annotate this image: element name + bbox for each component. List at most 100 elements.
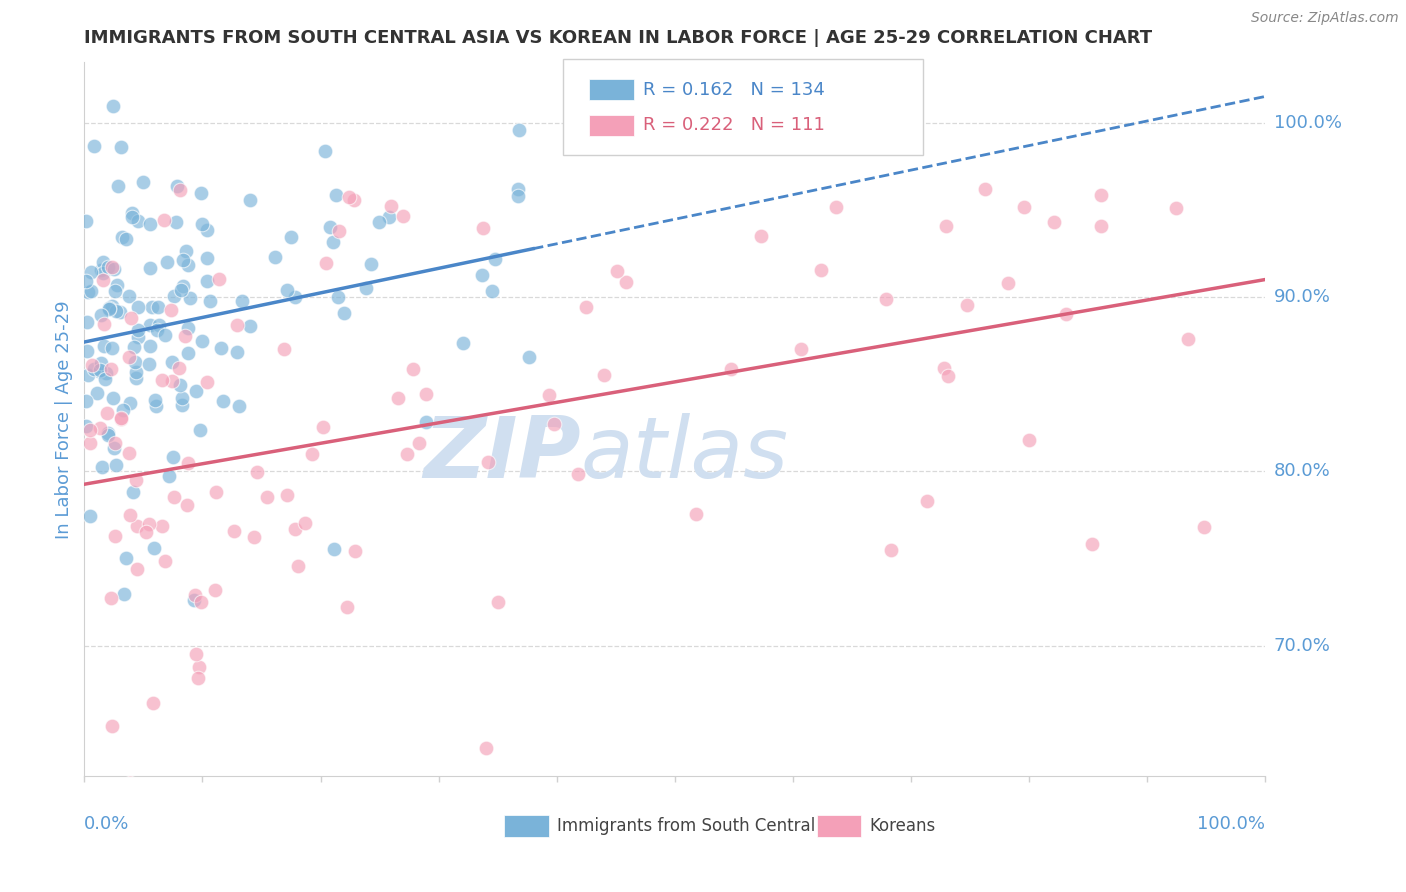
Point [195, 223, 218, 237]
Point [162, 450, 184, 465]
Point [104, 458, 127, 472]
Point [138, 217, 160, 231]
Point [183, 593, 205, 607]
Text: 100.0%: 100.0% [1198, 815, 1265, 833]
Point [177, 321, 200, 335]
Point [273, 342, 295, 356]
Point [191, 217, 214, 231]
Point [146, 300, 169, 314]
Point [118, 396, 141, 410]
Point [83, 361, 105, 376]
Point [89, 363, 111, 377]
Point [328, 290, 350, 304]
Point [86, 385, 108, 400]
Point [125, 473, 148, 487]
Point [163, 289, 186, 303]
Point [172, 279, 194, 293]
Text: Source: ZipAtlas.com: Source: ZipAtlas.com [1251, 11, 1399, 25]
Point [238, 318, 260, 333]
Text: Koreans: Koreans [870, 817, 936, 835]
Point [486, 595, 509, 609]
Point [103, 261, 125, 276]
Point [127, 323, 149, 337]
Point [481, 284, 503, 298]
Point [101, 719, 124, 733]
Point [875, 292, 897, 306]
Point [115, 551, 138, 566]
Point [127, 562, 149, 576]
Point [567, 467, 589, 481]
Point [1192, 519, 1215, 533]
Point [936, 369, 959, 384]
Point [187, 659, 209, 673]
Point [100, 362, 122, 376]
Point [415, 386, 437, 401]
Point [335, 787, 357, 801]
Point [343, 544, 366, 558]
Point [238, 193, 260, 207]
Point [157, 469, 180, 483]
Point [956, 298, 979, 312]
Point [880, 543, 903, 558]
Point [790, 342, 813, 356]
Point [79, 436, 101, 450]
Text: R = 0.162   N = 134: R = 0.162 N = 134 [643, 80, 825, 98]
Point [471, 268, 494, 282]
Point [110, 140, 132, 154]
Point [79, 265, 101, 279]
Point [256, 490, 278, 504]
Point [100, 260, 122, 275]
Point [538, 388, 561, 402]
Point [276, 284, 298, 298]
Point [231, 293, 253, 308]
FancyBboxPatch shape [589, 78, 634, 100]
Point [80, 359, 103, 373]
Point [188, 424, 211, 438]
Point [484, 252, 506, 266]
Point [228, 399, 250, 413]
Point [135, 524, 157, 539]
Point [720, 362, 742, 376]
Point [1177, 332, 1199, 346]
Point [162, 490, 184, 504]
Point [333, 306, 356, 320]
Point [614, 276, 637, 290]
Point [143, 541, 166, 555]
Point [517, 350, 540, 364]
Point [322, 542, 344, 557]
Point [187, 672, 209, 686]
Point [145, 399, 167, 413]
Point [75, 393, 97, 408]
Point [118, 289, 141, 303]
Point [973, 182, 995, 196]
Point [824, 200, 846, 214]
Point [165, 215, 187, 229]
Point [176, 346, 198, 360]
Point [284, 522, 307, 536]
Text: 80.0%: 80.0% [1274, 462, 1330, 481]
Point [121, 206, 143, 220]
Point [315, 256, 337, 270]
Point [118, 508, 141, 522]
Point [160, 374, 183, 388]
Point [90, 263, 112, 277]
Point [112, 587, 135, 601]
Point [169, 361, 191, 376]
Point [76, 343, 98, 358]
Point [105, 277, 128, 292]
Point [190, 186, 212, 201]
Point [225, 345, 247, 359]
Point [124, 355, 146, 369]
Point [75, 418, 97, 433]
Point [148, 318, 170, 332]
Point [83, 139, 105, 153]
Point [97, 302, 120, 317]
Point [101, 299, 124, 313]
Point [477, 455, 499, 469]
Point [170, 398, 193, 412]
Point [153, 212, 176, 227]
Point [104, 303, 127, 318]
Point [115, 232, 138, 246]
FancyBboxPatch shape [589, 114, 634, 136]
Point [89, 420, 111, 434]
